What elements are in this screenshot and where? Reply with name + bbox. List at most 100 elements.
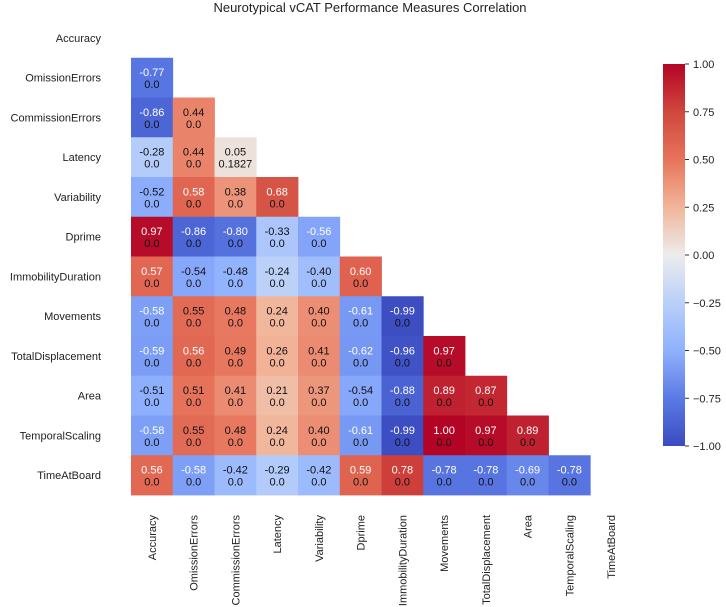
heatmap-cell: 0.400.0 [298,296,341,337]
cell-correlation-label: 0.78 [392,465,413,477]
cell-correlation-label: -0.88 [390,385,415,397]
cell-correlation-label: -0.78 [557,465,582,477]
cell-pvalue-label: 0.0 [353,278,368,290]
cell-pvalue-label: 0.0 [228,198,243,210]
heatmap-cell-rect [548,455,591,496]
cell-pvalue-label: 0.0 [436,437,451,449]
cell-correlation-label: -0.62 [348,345,373,357]
y-axis-tick-labels: Accuracy OmissionErrors CommissionErrors La… [10,33,102,482]
heatmap-cell: -0.330.0 [256,216,299,257]
cell-correlation-label: -0.54 [181,266,206,278]
colorbar-tick-label: −0.50 [693,346,721,358]
heatmap-cell: -0.610.0 [339,296,382,337]
heatmap-cell: -0.780.0 [465,455,508,496]
cell-pvalue-label: 0.0 [228,238,243,250]
heatmap-cell: 0.480.0 [214,415,257,456]
heatmap-cell: 0.480.0 [214,296,257,337]
heatmap-cell-rect [339,375,382,416]
heatmap-cell: -0.780.0 [423,455,466,496]
cell-pvalue-label: 0.0 [520,437,535,449]
cell-pvalue-label: 0.0 [478,477,493,489]
cell-pvalue-label: 0.0 [228,318,243,330]
cell-correlation-label: -0.58 [139,425,164,437]
heatmap-cell-rect [423,415,466,456]
colorbar-tick-label: 0.75 [693,107,714,119]
x-tick-label: TimeAtBoard [606,515,618,579]
heatmap-cell-rect [256,375,299,416]
cell-correlation-label: 0.41 [225,385,246,397]
y-tick-label: CommissionErrors [11,112,102,124]
heatmap-cell: -0.620.0 [339,336,382,377]
cell-correlation-label: 0.58 [183,186,204,198]
cell-correlation-label: -0.78 [432,465,457,477]
cell-correlation-label: 0.49 [225,345,246,357]
cell-pvalue-label: 0.0 [144,159,159,171]
heatmap-cell-rect [298,336,341,377]
cell-pvalue-label: 0.0 [478,397,493,409]
cell-correlation-label: 0.55 [183,425,204,437]
y-tick-label: Area [78,391,102,403]
heatmap-cell-rect [172,455,215,496]
cell-correlation-label: 0.40 [308,425,329,437]
cell-correlation-label: -0.80 [223,226,248,238]
heatmap-cell: 0.560.0 [172,336,215,377]
heatmap-cell: 0.050.1827 [214,137,257,178]
heatmap-cell: -0.780.0 [548,455,591,496]
cell-pvalue-label: 0.0 [186,278,201,290]
cell-correlation-label: 0.55 [183,306,204,318]
heatmap-cell: 0.890.0 [423,375,466,416]
heatmap-cell-rect [172,256,215,297]
cell-pvalue-label: 0.0 [311,318,326,330]
cell-correlation-label: 0.37 [308,385,329,397]
x-axis-tick-labels: Accuracy OmissionErrors CommissionErrors La… [147,514,618,606]
cell-correlation-label: 0.24 [266,425,287,437]
cell-pvalue-label: 0.0 [311,397,326,409]
cell-pvalue-label: 0.0 [228,437,243,449]
cell-pvalue-label: 0.0 [269,198,284,210]
heatmap-cell-rect [298,296,341,337]
cell-pvalue-label: 0.0 [269,437,284,449]
heatmap-cell: -0.520.0 [131,177,174,218]
cell-correlation-label: -0.86 [139,107,164,119]
cell-pvalue-label: 0.0 [353,437,368,449]
cell-pvalue-label: 0.0 [311,437,326,449]
colorbar-tick-label: 0.25 [693,202,714,214]
heatmap-cell: 0.510.0 [172,375,215,416]
heatmap-cell-rect [381,375,424,416]
heatmap-cell: -0.860.0 [131,97,174,138]
cell-correlation-label: 0.56 [183,345,204,357]
heatmap-cell: 0.490.0 [214,336,257,377]
cell-correlation-label: -0.42 [306,465,331,477]
heatmap-cell: -0.690.0 [506,455,549,496]
cell-pvalue-label: 0.0 [144,238,159,250]
x-tick-label: ImmobilityDuration [397,515,409,606]
heatmap-cell: -0.510.0 [131,375,174,416]
cell-correlation-label: -0.96 [390,345,415,357]
cell-pvalue-label: 0.1827 [219,159,253,171]
cell-pvalue-label: 0.0 [144,318,159,330]
cell-pvalue-label: 0.0 [269,397,284,409]
heatmap-cell-rect [298,375,341,416]
heatmap-cell-rect [172,296,215,337]
heatmap-cell-rect [339,336,382,377]
cell-correlation-label: 1.00 [433,425,454,437]
cell-pvalue-label: 0.0 [353,318,368,330]
cell-pvalue-label: 0.0 [186,198,201,210]
colorbar-tick-label: −0.75 [693,393,721,405]
heatmap-cell-rect [214,336,257,377]
cell-correlation-label: -0.29 [265,465,290,477]
y-tick-label: Dprime [66,232,101,244]
cell-correlation-label: 0.97 [475,425,496,437]
heatmap-cell-rect [381,455,424,496]
colorbar [663,64,685,446]
heatmap-cell: 0.240.0 [256,415,299,456]
cell-pvalue-label: 0.0 [353,357,368,369]
heatmap-cell-rect [256,336,299,377]
x-tick-label: TotalDisplacement [481,515,493,605]
heatmap-cell: -0.960.0 [381,336,424,377]
cell-correlation-label: -0.61 [348,425,373,437]
heatmap-cell-rect [298,415,341,456]
heatmap-cell-rect [339,256,382,297]
heatmap-cell: 0.410.0 [298,336,341,377]
cell-pvalue-label: 0.0 [353,397,368,409]
